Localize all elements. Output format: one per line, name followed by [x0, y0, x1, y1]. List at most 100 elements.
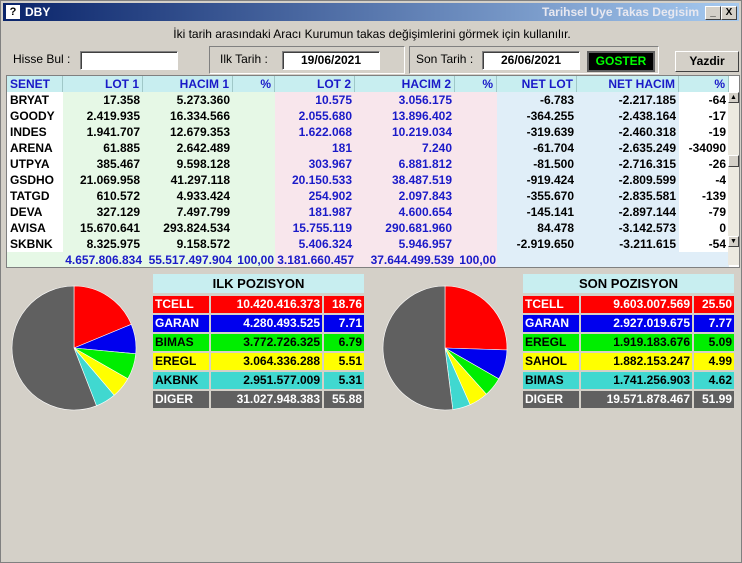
position-value: 4.280.493.525	[211, 315, 322, 332]
show-button[interactable]: GOSTER	[587, 51, 655, 72]
scroll-up-arrow-icon[interactable]: ▲	[728, 92, 739, 103]
position-value: 1.919.183.676	[581, 334, 692, 351]
cell-pct2	[455, 92, 497, 108]
cell-lot2: 2.055.680	[275, 108, 355, 124]
app-icon[interactable]: ?	[6, 5, 20, 19]
position-value: 1.882.153.247	[581, 353, 692, 370]
table-row[interactable]: SKBNK 8.325.975 9.158.572 5.406.324 5.94…	[7, 236, 729, 252]
col-header-hacim1[interactable]: HACIM 1	[143, 76, 233, 92]
cell-hacim2: 13.896.402	[355, 108, 455, 124]
position-pct: 7.71	[324, 315, 364, 332]
cell-netlot: -319.639	[497, 124, 577, 140]
col-header-nethacim[interactable]: NET HACIM	[577, 76, 679, 92]
cell-lot2: 181.987	[275, 204, 355, 220]
cell-lot1: 17.358	[63, 92, 143, 108]
start-date-field[interactable]: 19/06/2021	[282, 51, 380, 70]
table-row[interactable]: UTPYA 385.467 9.598.128 303.967 6.881.81…	[7, 156, 729, 172]
col-header-netpct[interactable]: %	[679, 76, 729, 92]
cell-nethacim: -2.835.581	[577, 188, 679, 204]
title-bar[interactable]: ? DBY Tarihsel Uye Takas Degisim _ X	[3, 3, 739, 21]
search-label: Hisse Bul :	[13, 52, 71, 66]
end-date-field[interactable]: 26/06/2021	[482, 51, 580, 70]
table-row[interactable]: ARENA 61.885 2.642.489 181 7.240 -61.704…	[7, 140, 729, 156]
cell-netpct: 0	[719, 221, 726, 235]
position-value: 2.927.019.675	[581, 315, 692, 332]
table-row[interactable]: INDES 1.941.707 12.679.353 1.622.068 10.…	[7, 124, 729, 140]
position-pct: 18.76	[324, 296, 364, 313]
cell-nethacim: -3.142.573	[577, 220, 679, 236]
position-pct: 51.99	[694, 391, 734, 408]
cell-hacim1: 16.334.566	[143, 108, 233, 124]
cell-netpct: -34090	[688, 141, 726, 155]
position-value: 19.571.878.467	[581, 391, 692, 408]
cell-hacim1: 5.273.360	[143, 92, 233, 108]
table-row[interactable]: GSDHO 21.069.958 41.297.118 20.150.533 3…	[7, 172, 729, 188]
cell-hacim2: 6.881.812	[355, 156, 455, 172]
cell-pct2	[455, 172, 497, 188]
table-row[interactable]: TATGD 610.572 4.933.424 254.902 2.097.84…	[7, 188, 729, 204]
cell-senet: SKBNK	[7, 236, 63, 252]
col-header-hacim2[interactable]: HACIM 2	[355, 76, 455, 92]
cell-hacim1: 12.679.353	[143, 124, 233, 140]
table-row[interactable]: AVISA 15.670.641 293.824.534 15.755.119 …	[7, 220, 729, 236]
position-pct: 6.79	[324, 334, 364, 351]
cell-hacim2: 2.097.843	[355, 188, 455, 204]
position-value: 9.603.007.569	[581, 296, 692, 313]
col-header-pct1[interactable]: %	[233, 76, 275, 92]
cell-senet: TATGD	[7, 188, 63, 204]
col-header-pct2[interactable]: %	[455, 76, 497, 92]
col-header-lot1[interactable]: LOT 1	[63, 76, 143, 92]
cell-nethacim: -2.217.185	[577, 92, 679, 108]
cell-hacim2: 4.600.654	[355, 204, 455, 220]
position-value: 2.951.577.009	[211, 372, 322, 389]
minimize-button[interactable]: _	[705, 6, 721, 20]
col-header-senet[interactable]: SENET	[7, 76, 63, 92]
table-row[interactable]: GOODY 2.419.935 16.334.566 2.055.680 13.…	[7, 108, 729, 124]
scroll-thumb[interactable]	[728, 155, 739, 167]
table-scrollbar[interactable]: ▲ ▼	[728, 92, 739, 265]
cell-pct1	[233, 92, 275, 108]
col-header-netlot[interactable]: NET LOT	[497, 76, 577, 92]
total-netpct	[679, 252, 729, 267]
table-row[interactable]: BRYAT 17.358 5.273.360 10.575 3.056.175 …	[7, 92, 729, 108]
cell-pct1	[233, 172, 275, 188]
cell-netlot: -364.255	[497, 108, 577, 124]
table-header: SENET LOT 1 HACIM 1 % LOT 2 HACIM 2 % NE…	[7, 76, 729, 92]
cell-pct2	[455, 188, 497, 204]
window-subtitle: Tarihsel Uye Takas Degisim	[542, 5, 699, 19]
first-position-title: ILK POZISYON	[153, 274, 364, 293]
search-input[interactable]	[80, 51, 178, 70]
cell-pct1	[233, 204, 275, 220]
pie-slice-diger	[11, 285, 97, 411]
print-button[interactable]: Yazdir	[675, 51, 739, 72]
total-pct1: 100,00	[233, 252, 275, 267]
cell-lot2: 181	[275, 140, 355, 156]
position-symbol: GARAN	[153, 315, 209, 332]
position-pct: 55.88	[324, 391, 364, 408]
table-row[interactable]: DEVA 327.129 7.497.799 181.987 4.600.654…	[7, 204, 729, 220]
cell-lot1: 2.419.935	[63, 108, 143, 124]
col-header-lot2[interactable]: LOT 2	[275, 76, 355, 92]
cell-netpct: -54	[708, 237, 726, 251]
cell-senet: AVISA	[7, 220, 63, 236]
cell-hacim2: 38.487.519	[355, 172, 455, 188]
total-pct2: 100,00	[455, 252, 497, 267]
cell-lot1: 1.941.707	[63, 124, 143, 140]
cell-nethacim: -2.635.249	[577, 140, 679, 156]
position-symbol: BIMAS	[153, 334, 209, 351]
position-symbol: SAHOL	[523, 353, 579, 370]
cell-lot1: 15.670.641	[63, 220, 143, 236]
total-senet	[7, 252, 63, 267]
cell-netlot: -355.670	[497, 188, 577, 204]
cell-hacim2: 3.056.175	[355, 92, 455, 108]
cell-netpct: -26	[708, 157, 726, 171]
cell-pct2	[455, 108, 497, 124]
position-symbol: DIGER	[153, 391, 209, 408]
position-symbol: BIMAS	[523, 372, 579, 389]
close-button[interactable]: X	[721, 6, 737, 20]
scroll-down-arrow-icon[interactable]: ▼	[728, 236, 739, 247]
takas-table[interactable]: SENET LOT 1 HACIM 1 % LOT 2 HACIM 2 % NE…	[6, 75, 740, 268]
cell-netlot: -919.424	[497, 172, 577, 188]
cell-hacim1: 4.933.424	[143, 188, 233, 204]
cell-pct1	[233, 124, 275, 140]
